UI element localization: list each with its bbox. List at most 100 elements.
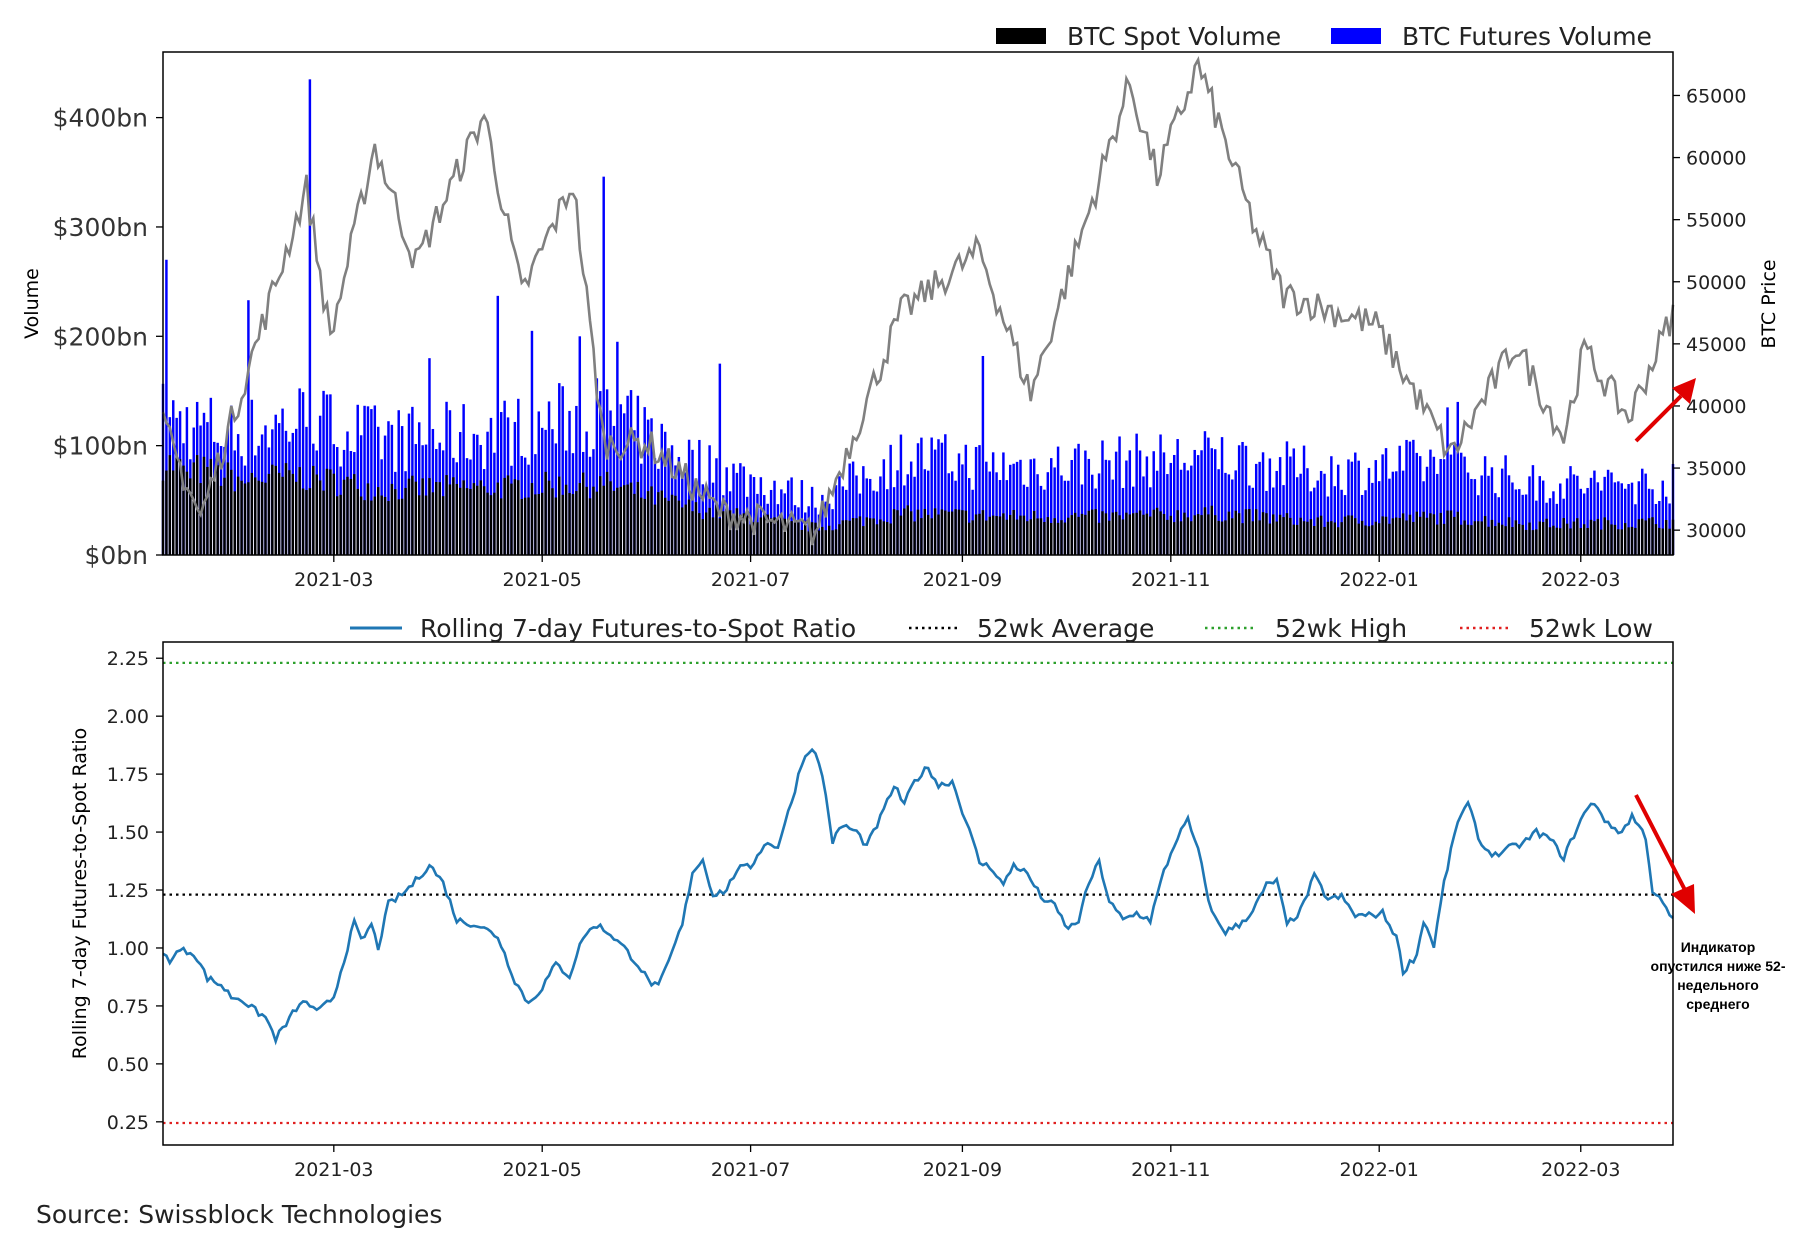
futures-volume-bar [698,439,701,555]
spot-volume-bar [1292,524,1296,555]
spot-volume-bar [1357,523,1360,555]
futures-volume-bar [1364,490,1367,555]
spot-volume-bar [991,515,995,555]
futures-volume-bar [1166,474,1169,555]
spot-volume-bar [756,522,759,555]
spot-volume-bar [199,483,202,555]
futures-volume-bar [1261,452,1265,555]
spot-volume-bar [1053,518,1056,555]
spot-volume-bar [226,462,230,555]
top-plot-frame [162,51,1674,556]
spot-volume-bar [1026,521,1029,555]
futures-volume-bar [1480,475,1483,555]
futures-volume-bar [851,461,855,555]
futures-volume-bar [1193,449,1196,555]
futures-volume-bar [561,386,564,555]
spot-volume-bar [609,481,612,555]
futures-volume-bar [499,412,503,555]
futures-volume-bar [810,486,814,555]
spot-volume-bar [872,518,875,555]
futures-volume-bar [1114,451,1118,555]
spot-volume-bar [626,484,629,555]
futures-volume-bar [855,475,858,555]
spot-volume-bar [1012,510,1015,555]
spot-volume-bar [438,482,441,555]
spot-volume-bar [479,480,482,555]
legend-label-ratio: Rolling 7-day Futures-to-Spot Ratio [420,614,856,643]
spot-volume-bar [1094,509,1097,555]
spot-volume-bar [1193,515,1196,555]
spot-volume-bar [1572,521,1576,555]
spot-volume-bar [558,476,561,555]
futures-volume-bar [1046,472,1050,555]
futures-volume-bar [1401,470,1405,555]
y2-tick-label: 35000 [1686,458,1746,480]
spot-volume-bar [1227,511,1231,555]
futures-volume-bar [1606,469,1610,555]
futures-volume-bar [1207,437,1210,555]
futures-volume-bar [879,476,882,555]
spot-volume-bar [1453,516,1456,555]
spot-volume-bar [407,478,411,555]
spot-volume-bar [957,509,961,555]
futures-volume-bar [1268,458,1272,555]
spot-volume-bar [1210,505,1214,555]
futures-volume-bar [1374,460,1378,555]
spot-volume-bar [906,505,909,555]
x-tick-label: 2021-11 [1131,569,1210,591]
spot-volume-bar [571,494,575,555]
spot-volume-bar [1473,521,1477,555]
spot-volume-bar [1152,509,1155,555]
spot-volume-bar [643,498,646,555]
futures-volume-bar [1586,487,1589,555]
spot-volume-bar [564,484,568,555]
spot-volume-bar [698,513,701,555]
spot-volume-bar [732,517,735,555]
spot-volume-bar [1654,524,1658,555]
futures-volume-bar [1333,486,1337,555]
spot-volume-bar [1295,524,1299,555]
futures-volume-bar [968,478,971,555]
spot-volume-bar [1005,519,1009,555]
spot-volume-bar [517,480,520,555]
spot-volume-bar [1070,515,1073,555]
legend-label-high: 52wk High [1275,614,1407,643]
spot-volume-bar [968,522,971,555]
spot-volume-bar [1104,513,1108,555]
spot-volume-bar [322,490,325,555]
spot-volume-bar [1504,526,1507,555]
futures-volume-bar [1405,439,1408,555]
spot-volume-bar [1497,522,1500,555]
spot-volume-bar [1029,519,1032,555]
spot-volume-bar [578,483,582,555]
spot-volume-bar [1111,512,1114,555]
futures-volume-bar [1487,475,1490,555]
spot-volume-bar [1630,526,1634,555]
spot-volume-bar [1244,509,1248,555]
futures-volume-bar [927,470,930,555]
spot-volume-bar [1620,529,1623,555]
futures-volume-bar [1466,472,1470,555]
spot-volume-bar [694,502,698,555]
futures-volume-bar [1053,467,1056,555]
spot-volume-bar [1606,520,1610,555]
spot-volume-bar [168,455,172,555]
futures-volume-bar [1415,452,1419,555]
futures-volume-bar [1063,480,1067,555]
spot-volume-bar [1613,524,1617,555]
spot-volume-bar [1234,510,1237,555]
futures-volume-bar [1299,473,1302,555]
futures-volume-bar [1569,466,1572,555]
futures-volume-bar [1531,465,1535,555]
spot-volume-bar [476,485,479,555]
spot-volume-bar [923,508,927,555]
spot-volume-bar [814,522,817,555]
spot-volume-bar [865,517,868,555]
spot-volume-bar [1272,514,1275,555]
futures-volume-bar [957,453,961,555]
spot-volume-bar [663,497,667,555]
spot-volume-bar [735,508,739,555]
spot-volume-bar [978,513,981,555]
spot-volume-bar [1050,522,1053,555]
spot-volume-bar [1336,527,1340,555]
